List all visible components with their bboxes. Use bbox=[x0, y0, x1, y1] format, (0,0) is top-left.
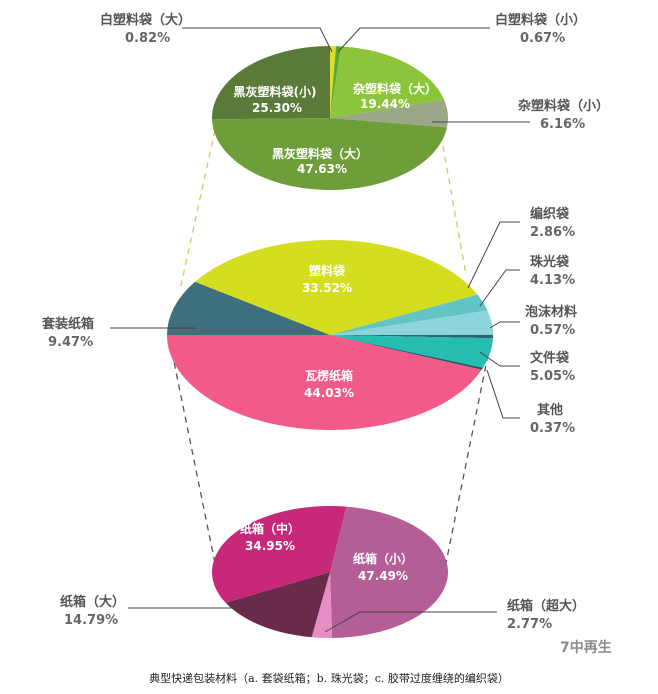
label-name: 珠光袋 bbox=[530, 254, 570, 270]
connector-line bbox=[444, 354, 489, 569]
label-value: 47.49% bbox=[358, 569, 408, 583]
label-name: 编织袋 bbox=[530, 206, 570, 222]
label-name: 黑灰塑料袋(小) bbox=[234, 84, 317, 99]
leader-line bbox=[324, 611, 497, 633]
label-value: 6.16% bbox=[540, 117, 585, 132]
label-value: 2.86% bbox=[530, 225, 575, 240]
label-name: 黑灰塑料袋（大） bbox=[272, 146, 368, 161]
caption: 典型快递包装材料（a. 套袋纸箱；b. 珠光袋；c. 胶带过度缠绕的编织袋） bbox=[149, 671, 509, 685]
pie-slice bbox=[330, 46, 342, 118]
pie-slice bbox=[212, 118, 447, 191]
pie-slice bbox=[330, 46, 337, 118]
pie-slice bbox=[311, 572, 333, 638]
label-name: 纸箱（小） bbox=[353, 551, 413, 566]
pie-slice bbox=[330, 506, 448, 638]
pie-slice bbox=[212, 46, 330, 120]
label-name: 杂塑料袋（大） bbox=[353, 81, 437, 96]
pie-slice bbox=[330, 294, 488, 335]
leader-line bbox=[182, 27, 333, 53]
connector-line bbox=[171, 351, 219, 579]
label-value: 2.77% bbox=[507, 617, 552, 632]
label-name: 文件袋 bbox=[530, 350, 570, 366]
pie-slice bbox=[330, 310, 493, 335]
label-name: 纸箱（超大） bbox=[507, 598, 585, 614]
label-name: 其他 bbox=[537, 402, 563, 418]
leader-line bbox=[479, 269, 520, 307]
label-value: 44.03% bbox=[304, 386, 354, 400]
label-value: 34.95% bbox=[245, 539, 295, 553]
label-value: 0.67% bbox=[520, 31, 565, 46]
label-value: 33.52% bbox=[302, 281, 352, 295]
pie-slice bbox=[330, 335, 493, 368]
label-name: 瓦楞纸箱 bbox=[305, 368, 353, 383]
pie-slice bbox=[330, 46, 445, 118]
leader-line bbox=[337, 27, 490, 53]
label-name: 塑料袋 bbox=[309, 263, 346, 278]
pie-slice bbox=[212, 506, 347, 603]
pie-slice bbox=[330, 334, 493, 339]
label-name: 白塑料袋（大） bbox=[100, 12, 191, 28]
connector-line bbox=[179, 129, 216, 291]
label-value: 4.13% bbox=[530, 273, 575, 288]
pie-slice bbox=[195, 240, 478, 335]
leader-line bbox=[486, 369, 520, 419]
watermark: 7中再生 bbox=[560, 639, 612, 656]
leader-line bbox=[489, 321, 520, 329]
pie-slice bbox=[330, 335, 484, 370]
leader-line bbox=[467, 221, 520, 289]
label-name: 套装纸箱 bbox=[41, 316, 94, 332]
label-name: 泡沫材料 bbox=[525, 304, 577, 320]
label-name: 白塑料袋（小） bbox=[495, 12, 586, 28]
label-value: 19.44% bbox=[360, 97, 410, 111]
label-name: 纸箱（中） bbox=[240, 521, 300, 536]
label-value: 14.79% bbox=[64, 613, 118, 628]
label-value: 9.47% bbox=[48, 335, 93, 350]
leader-line bbox=[479, 351, 520, 367]
label-name: 杂塑料袋（小） bbox=[518, 98, 609, 114]
label-value: 5.05% bbox=[530, 369, 575, 384]
label-value: 25.30% bbox=[252, 101, 302, 115]
label-name: 纸箱（大） bbox=[60, 594, 125, 610]
pie-slice bbox=[167, 335, 482, 430]
label-value: 0.82% bbox=[125, 31, 170, 46]
pie-slice bbox=[330, 99, 448, 128]
pie-slice bbox=[167, 281, 330, 335]
connector-line bbox=[440, 134, 467, 276]
label-value: 0.57% bbox=[530, 323, 575, 338]
label-value: 47.63% bbox=[297, 162, 347, 176]
pie-slice bbox=[225, 572, 330, 638]
label-value: 0.37% bbox=[530, 421, 575, 436]
